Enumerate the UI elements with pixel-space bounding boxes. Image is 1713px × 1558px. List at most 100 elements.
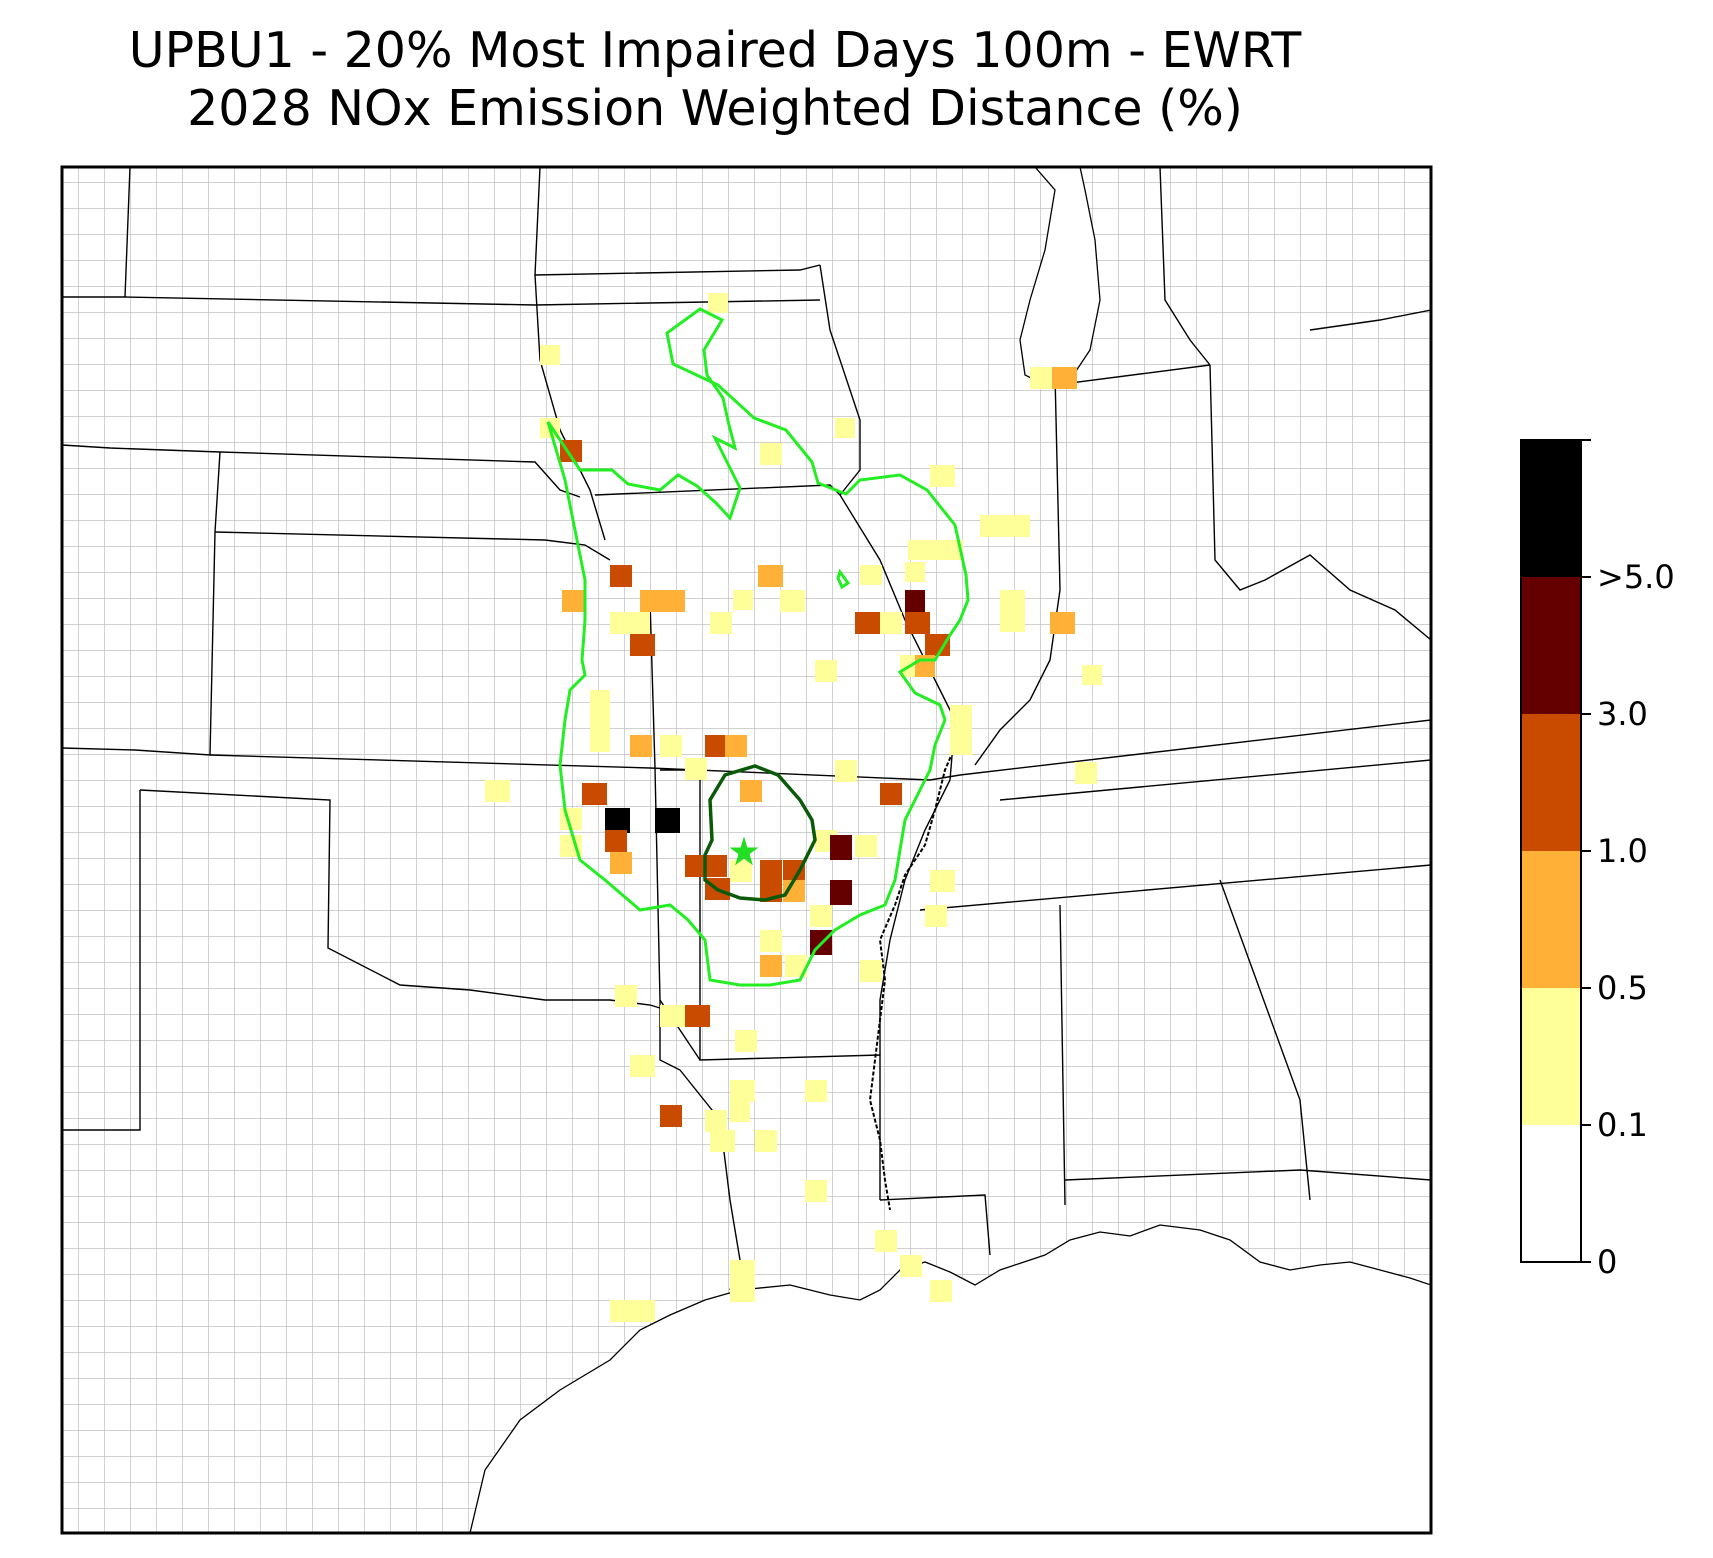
emission-cell bbox=[610, 852, 632, 874]
emission-cell bbox=[905, 562, 925, 582]
colorbar-bin bbox=[1521, 851, 1581, 988]
mississippi-river bbox=[868, 734, 961, 1211]
emission-cell bbox=[835, 760, 857, 782]
emission-cell bbox=[1000, 590, 1025, 612]
emission-cell bbox=[925, 905, 947, 927]
emission-cell bbox=[735, 1030, 757, 1052]
colorbar-tick-label: 0.5 bbox=[1597, 969, 1648, 1007]
emission-cell bbox=[590, 710, 610, 732]
emission-cell bbox=[930, 465, 955, 487]
emission-cell bbox=[815, 660, 837, 682]
emission-cell bbox=[758, 565, 783, 587]
title-line-2: 2028 NOx Emission Weighted Distance (%) bbox=[187, 80, 1243, 137]
emission-cell bbox=[605, 830, 627, 852]
emission-cell bbox=[610, 612, 650, 634]
emission-cell bbox=[860, 565, 882, 585]
colorbar bbox=[1520, 439, 1591, 1263]
emission-cell bbox=[760, 443, 782, 465]
colorbar-bin bbox=[1521, 1125, 1581, 1262]
emission-cell bbox=[685, 758, 707, 780]
emission-cell bbox=[730, 860, 752, 882]
emission-cell bbox=[875, 1230, 897, 1252]
emission-cell bbox=[705, 735, 727, 757]
emission-cell bbox=[705, 855, 727, 877]
emission-cell bbox=[660, 1105, 682, 1127]
colorbar-tick-label: 0 bbox=[1597, 1243, 1618, 1281]
emission-cell bbox=[855, 835, 877, 857]
emission-cell bbox=[610, 1300, 655, 1322]
emission-cell bbox=[710, 612, 732, 634]
star-icon bbox=[729, 836, 759, 866]
emission-cell bbox=[590, 730, 610, 752]
emission-cell bbox=[1030, 367, 1052, 389]
emission-cell bbox=[1075, 762, 1097, 784]
emission-cell bbox=[660, 1005, 685, 1027]
emission-cell bbox=[783, 880, 805, 902]
emission-cell bbox=[740, 780, 762, 802]
emission-cell bbox=[908, 540, 963, 560]
outer-contour bbox=[546, 307, 970, 987]
emission-cell bbox=[630, 735, 652, 757]
emission-cell bbox=[930, 870, 955, 892]
emission-cell bbox=[730, 1080, 755, 1102]
emission-cell bbox=[905, 590, 925, 612]
emission-cell bbox=[630, 634, 655, 656]
emission-cell bbox=[760, 955, 782, 977]
emission-cell bbox=[785, 955, 807, 977]
emission-cell bbox=[1052, 367, 1077, 389]
emission-cell bbox=[880, 783, 902, 805]
emission-cell bbox=[780, 590, 805, 612]
colorbar-bin bbox=[1521, 577, 1581, 714]
emission-cell bbox=[900, 1255, 922, 1277]
emission-cell bbox=[950, 705, 972, 730]
emission-cell bbox=[640, 590, 685, 612]
emission-cell bbox=[1082, 665, 1102, 685]
map-title: UPBU1 - 20% Most Impaired Days 100m - EW… bbox=[0, 22, 1430, 138]
emission-cell bbox=[830, 835, 852, 860]
colorbar-bin bbox=[1521, 714, 1581, 851]
emission-cell bbox=[708, 293, 728, 313]
colorbar-tick-label: >5.0 bbox=[1597, 558, 1675, 596]
emission-cell bbox=[760, 930, 782, 952]
title-line-1: UPBU1 - 20% Most Impaired Days 100m - EW… bbox=[128, 22, 1302, 79]
colorbar-bin bbox=[1521, 988, 1581, 1125]
emission-cell bbox=[950, 730, 972, 755]
emission-cell bbox=[705, 1110, 727, 1132]
colorbar-tick-label: 0.1 bbox=[1597, 1106, 1648, 1144]
emission-cell bbox=[655, 808, 680, 833]
emission-cell bbox=[980, 515, 1030, 537]
emission-cell bbox=[830, 880, 852, 905]
emission-cell bbox=[605, 808, 630, 833]
emission-cell bbox=[783, 860, 805, 882]
emission-cell bbox=[730, 1100, 750, 1122]
state-boundaries bbox=[62, 167, 1431, 1291]
emission-cell bbox=[1000, 612, 1025, 632]
emission-cell bbox=[540, 345, 560, 365]
emission-cell bbox=[610, 565, 632, 587]
emission-cell bbox=[582, 783, 607, 805]
emission-cell bbox=[485, 780, 510, 802]
map-frame bbox=[60, 165, 1433, 1535]
emission-cell bbox=[905, 612, 930, 634]
emission-cell bbox=[930, 1280, 952, 1302]
emission-cell bbox=[755, 1130, 777, 1152]
emission-cell bbox=[805, 1080, 827, 1102]
emission-cell bbox=[685, 855, 705, 877]
emission-cell bbox=[685, 1005, 710, 1027]
emission-cell bbox=[730, 1280, 755, 1302]
map-area bbox=[62, 167, 1431, 1533]
emission-cell bbox=[630, 1055, 655, 1077]
emission-cell bbox=[562, 590, 586, 612]
gulf-of-mexico bbox=[469, 1224, 1431, 1533]
inner-contour bbox=[703, 764, 817, 902]
emission-cell bbox=[855, 612, 880, 634]
emission-cell bbox=[560, 440, 582, 462]
colorbar-tick-label: 1.0 bbox=[1597, 832, 1648, 870]
emission-cell bbox=[810, 905, 832, 927]
colorbar-tick-label: 3.0 bbox=[1597, 695, 1648, 733]
emission-cell bbox=[860, 960, 882, 982]
emission-cell bbox=[730, 1260, 755, 1282]
emission-cell bbox=[660, 735, 682, 757]
emission-cell bbox=[710, 1130, 735, 1152]
colorbar-bin bbox=[1521, 440, 1581, 577]
